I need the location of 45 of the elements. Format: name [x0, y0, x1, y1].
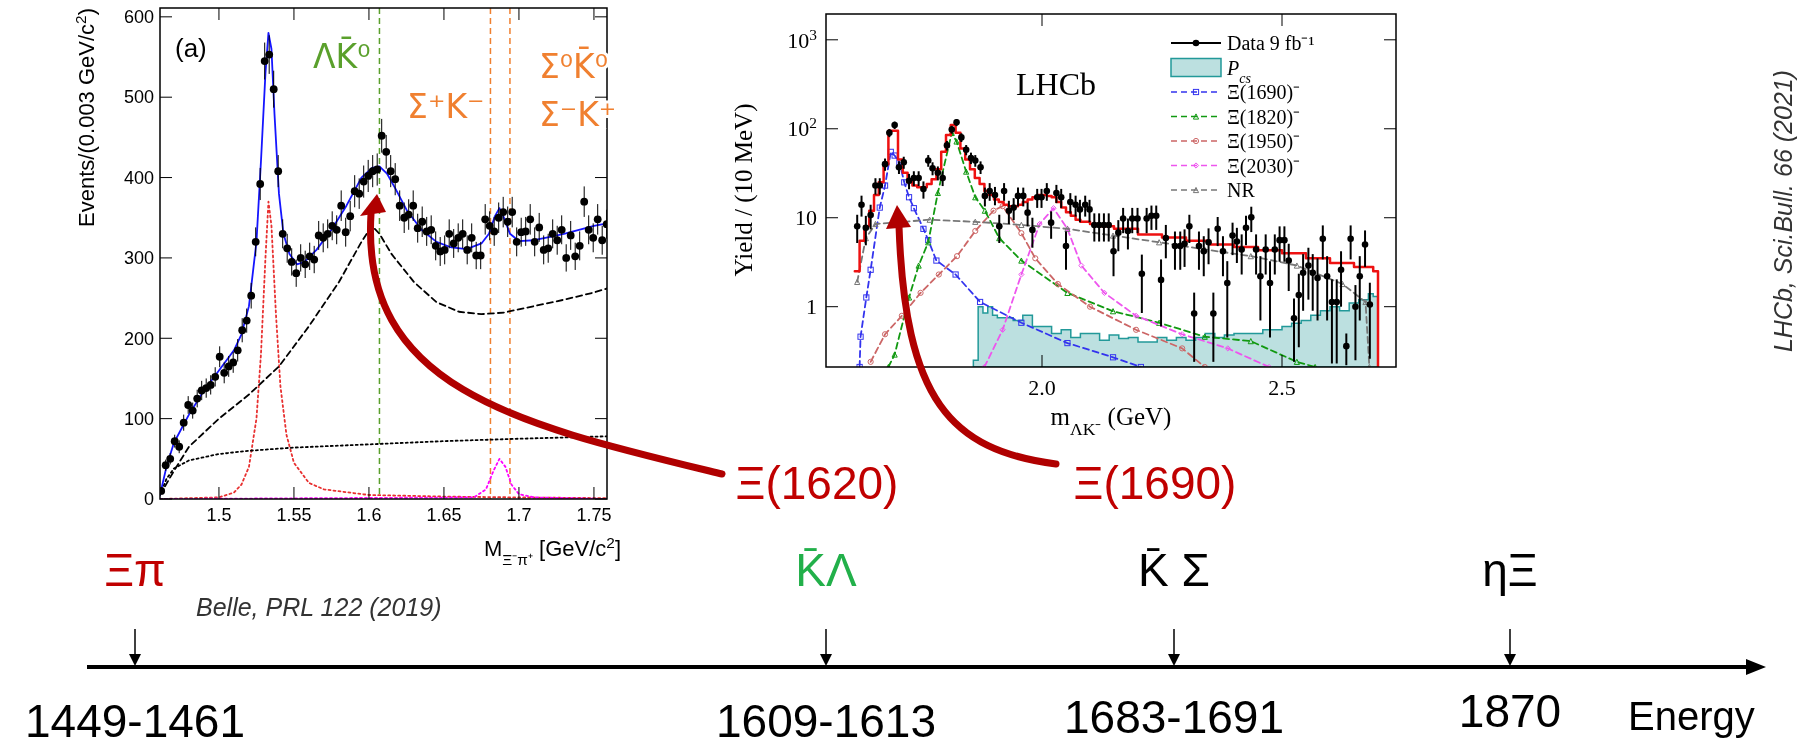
legend-label: Ξ(2030)⁻ [1227, 154, 1301, 178]
y-tick-label: 10 [795, 205, 817, 231]
legend-label: Ξ(1820)⁻ [1227, 105, 1301, 129]
text: Ξ(1620) [735, 457, 899, 509]
y-tick-label: 300 [123, 248, 154, 269]
text: Energy [1628, 694, 1755, 738]
text: Belle, PRL 122 (2019) [196, 593, 442, 621]
x-tick-label: 1.5 [206, 505, 232, 525]
y-tick-label: 10$^{2}$ [787, 113, 817, 142]
ref-line-label: ΛK̄⁰ [313, 35, 371, 76]
category-label: ηΞ [1482, 544, 1538, 596]
text: 1449-1461 [25, 695, 245, 742]
annotation: LHCb [1016, 66, 1096, 102]
legend-label: Data 9 fb⁻¹ [1227, 32, 1315, 54]
text: Ξ(1690) [1073, 457, 1237, 509]
text: 1683-1691 [1064, 691, 1284, 742]
annotation: (a) [175, 33, 207, 63]
x-axis-title: m$_{ΛK⁻}$ (GeV) [1050, 403, 1172, 439]
y-tick-label: 600 [123, 7, 154, 28]
y-tick-label: 500 [123, 87, 154, 108]
category-label: Ξπ [104, 544, 166, 596]
category-label: K̄Λ [795, 544, 857, 596]
legend-label: Ξ(1950)⁻ [1227, 130, 1301, 153]
text: 1609-1613 [716, 695, 936, 742]
y-tick-label: 100 [123, 408, 154, 429]
x-tick-label: 1.65 [426, 505, 462, 525]
y-tick-label: 10$^{3}$ [787, 25, 818, 53]
y-tick-label: 0 [143, 489, 154, 510]
y-tick-label: 200 [123, 328, 154, 349]
x-tick-label: 2.5 [1268, 375, 1296, 400]
x-tick-label: 2.0 [1028, 375, 1056, 400]
category-label: K̄ Σ [1138, 544, 1210, 596]
legend-label: NR [1227, 179, 1256, 201]
y-axis-title: Yield / (10 MeV) [730, 103, 758, 277]
x-tick-label: 1.55 [276, 505, 312, 525]
x-axis-title: M$_{Ξ⁻π⁺}$ [GeV/c$^{2}$] [484, 533, 621, 568]
text: LHCb, Sci.Bull. 66 (2021) [1769, 69, 1797, 353]
y-tick-label: 1 [806, 294, 817, 320]
y-tick-label: 400 [123, 167, 154, 188]
x-tick-label: 1.7 [506, 505, 532, 525]
legend-label: P$_{cs}$ [1226, 56, 1252, 85]
ref-line-label: Σ⁺K⁻ [407, 87, 485, 126]
x-tick-label: 1.75 [576, 505, 612, 525]
text: 1870 [1458, 685, 1562, 737]
x-tick-label: 1.6 [356, 505, 382, 525]
